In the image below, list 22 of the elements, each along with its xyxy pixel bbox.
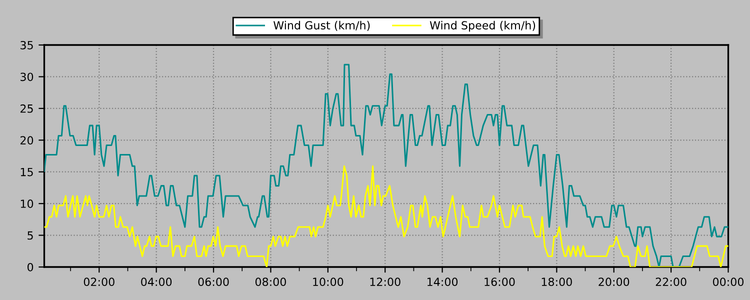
x-tick-label: 06:00: [198, 278, 229, 286]
y-tick-label: 15: [20, 168, 33, 176]
x-tick-label: 22:00: [656, 278, 686, 286]
x-tick-label: 02:00: [84, 278, 114, 286]
x-tick-label: 14:00: [428, 278, 458, 286]
y-tick-label: 25: [20, 104, 33, 113]
y-tick-label: 5: [28, 231, 33, 240]
x-tick-label: 04:00: [141, 278, 172, 286]
y-tick-label: 35: [20, 40, 33, 50]
y-tick-label: 10: [20, 200, 34, 208]
x-tick-label: 10:00: [313, 278, 344, 286]
x-tick-label: 18:00: [542, 278, 572, 286]
x-tick-label: 12:00: [370, 278, 400, 286]
x-tick-label: 00:00: [712, 278, 744, 286]
x-tick-label: 16:00: [484, 278, 515, 286]
y-tick-label: 20: [20, 136, 34, 145]
legend-label: Wind Speed (km/h): [430, 20, 536, 32]
x-tick-label: 20:00: [598, 278, 630, 286]
y-tick-label: 0: [27, 262, 34, 272]
legend-label: Wind Gust (km/h): [274, 20, 370, 31]
x-tick-label: 08:00: [255, 278, 286, 286]
y-tick-label: 30: [20, 72, 34, 82]
